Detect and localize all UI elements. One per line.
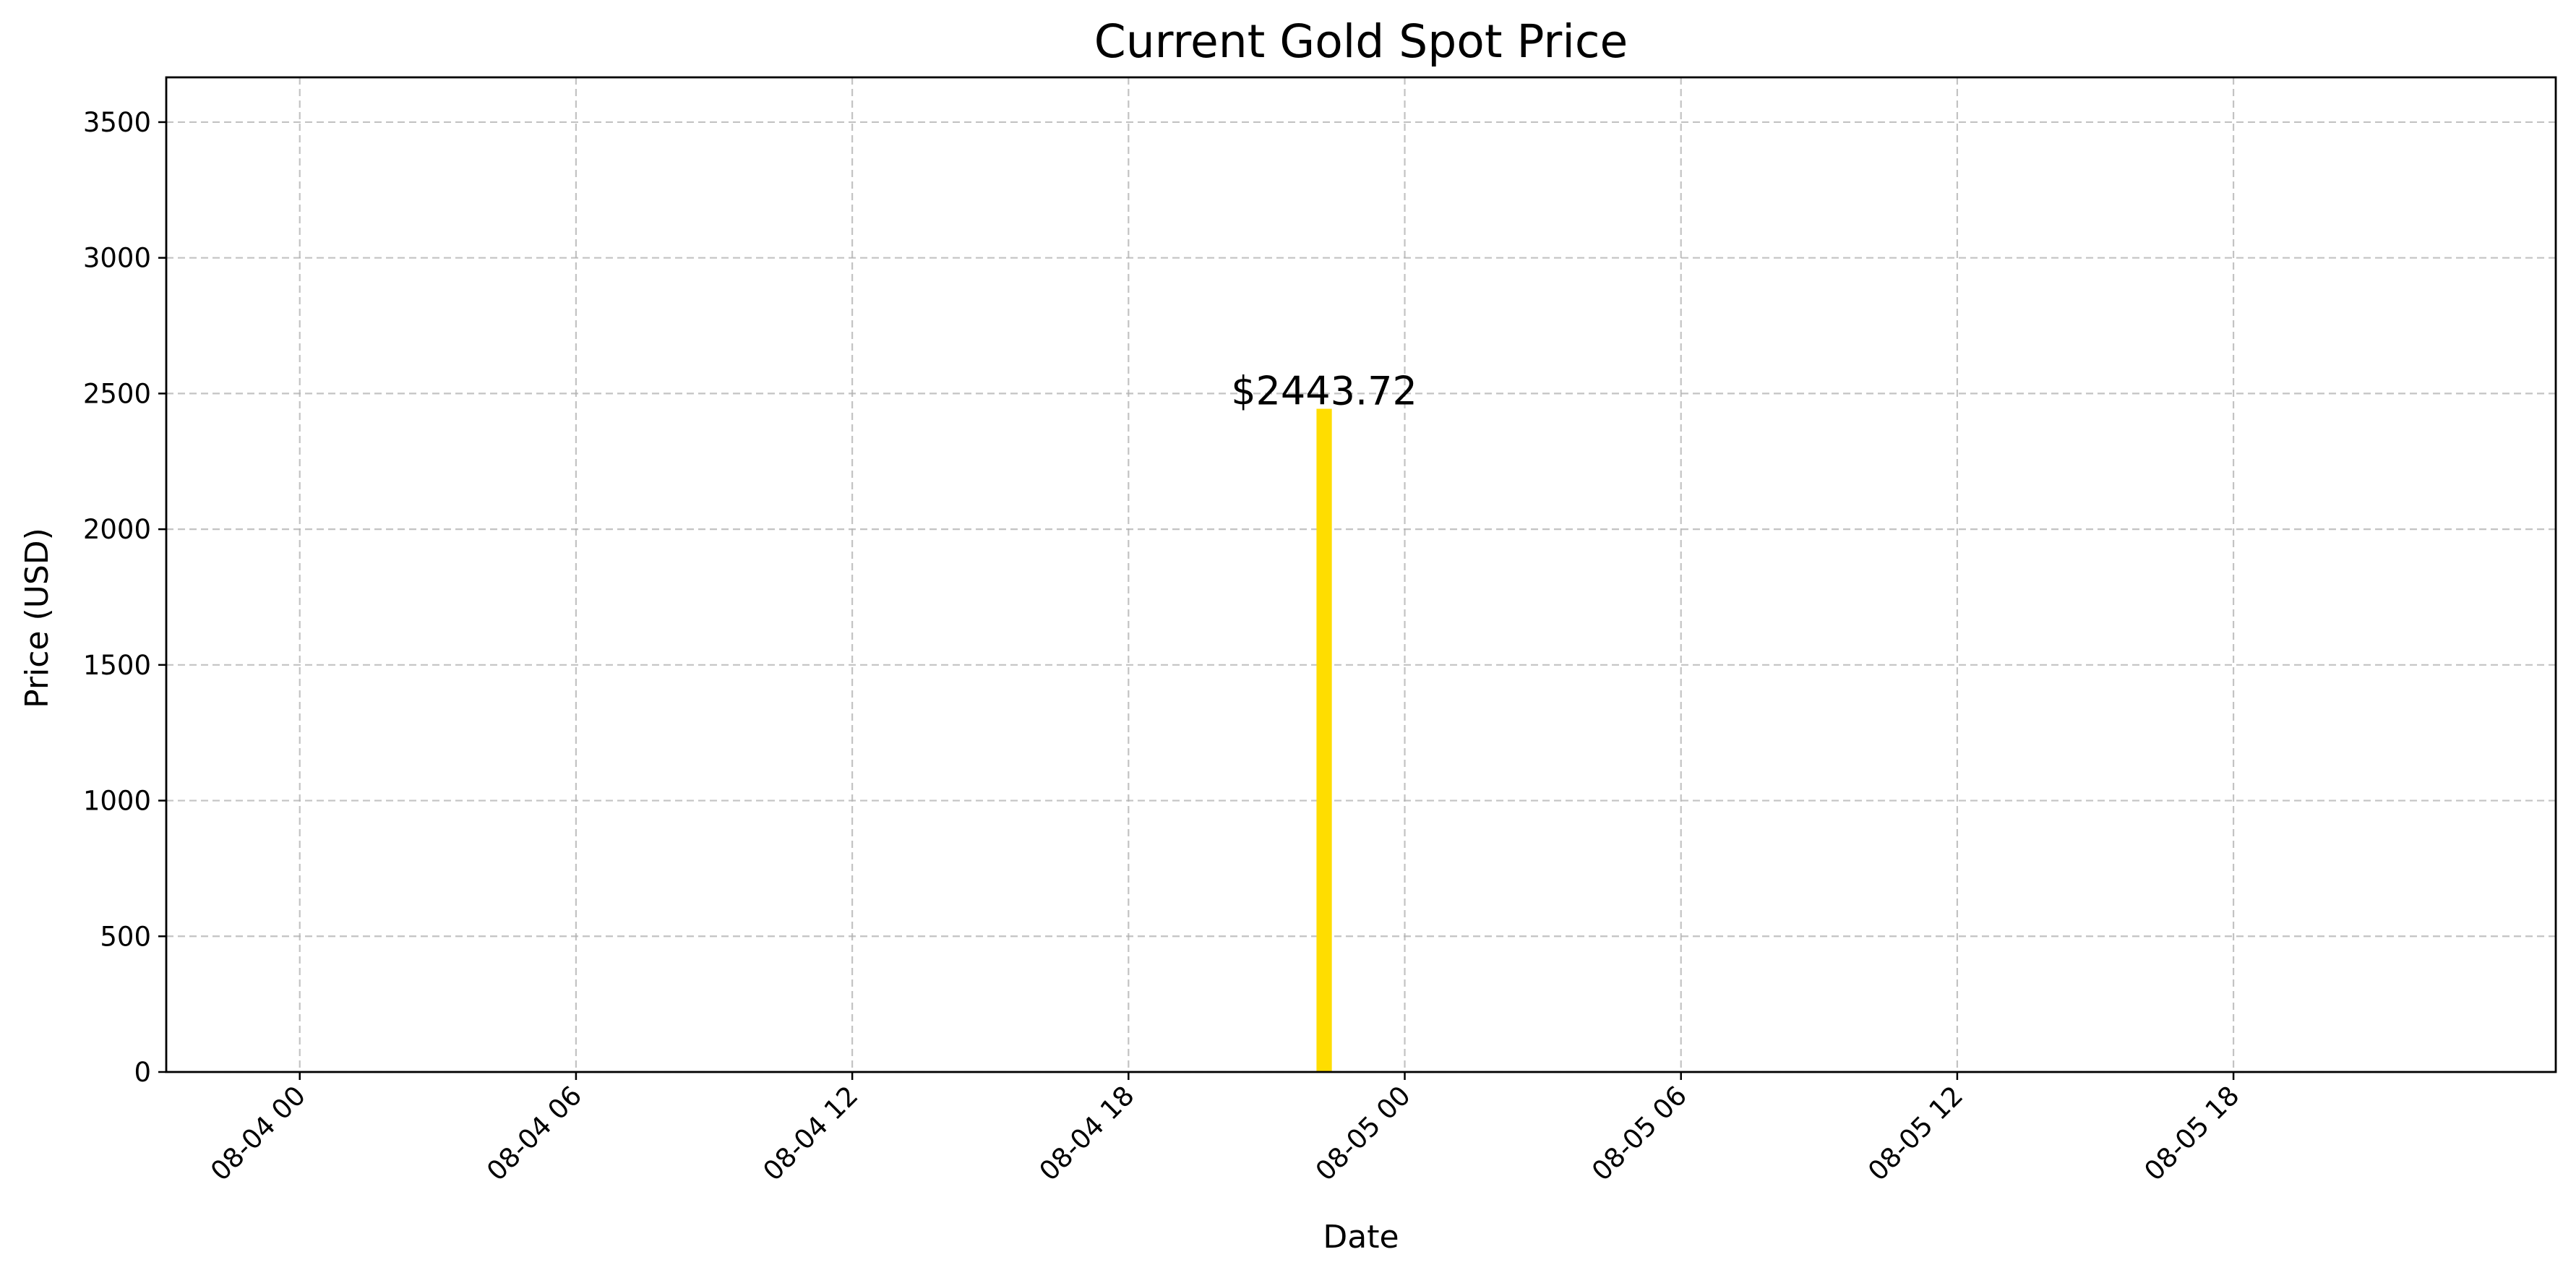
- plot-frame: [165, 76, 2557, 1073]
- x-tick-label: 08-04 00: [205, 1080, 312, 1187]
- x-axis-title: Date: [1323, 1219, 1399, 1256]
- y-tick-label: 1500: [83, 650, 151, 681]
- x-tick-label: 08-04 12: [757, 1080, 864, 1187]
- x-tick-label: 08-05 06: [1586, 1080, 1693, 1187]
- bar-layer: [1316, 408, 1332, 1072]
- label-layer: $2443.72 0 500 1000 1500 2000 2500 3000 3500 08-0…: [83, 107, 2246, 1187]
- y-tick-label: 3000: [83, 243, 151, 274]
- y-tick-label: 1000: [83, 786, 151, 817]
- y-tick-label: 3500: [83, 107, 151, 138]
- x-tick-label: 08-05 00: [1310, 1080, 1417, 1187]
- tick-layer: [158, 121, 2235, 1080]
- frame-layer: [165, 76, 2557, 1073]
- y-tick-label: 2000: [83, 514, 151, 545]
- y-axis-title: Price (USD): [19, 528, 56, 708]
- x-tick-label: 08-04 06: [481, 1080, 588, 1187]
- y-tick-label: 500: [100, 921, 151, 952]
- x-tick-label: 08-04 18: [1034, 1080, 1141, 1187]
- x-tick-label: 08-05 12: [1862, 1080, 1969, 1187]
- bar: [1316, 408, 1332, 1072]
- bar-value-label: $2443.72: [1231, 369, 1417, 414]
- y-tick-label: 2500: [83, 378, 151, 409]
- y-tick-label: 0: [134, 1057, 151, 1088]
- grid-layer: [166, 77, 2556, 1073]
- chart-title: Current Gold Spot Price: [1094, 15, 1628, 68]
- x-tick-label: 08-05 18: [2138, 1080, 2245, 1187]
